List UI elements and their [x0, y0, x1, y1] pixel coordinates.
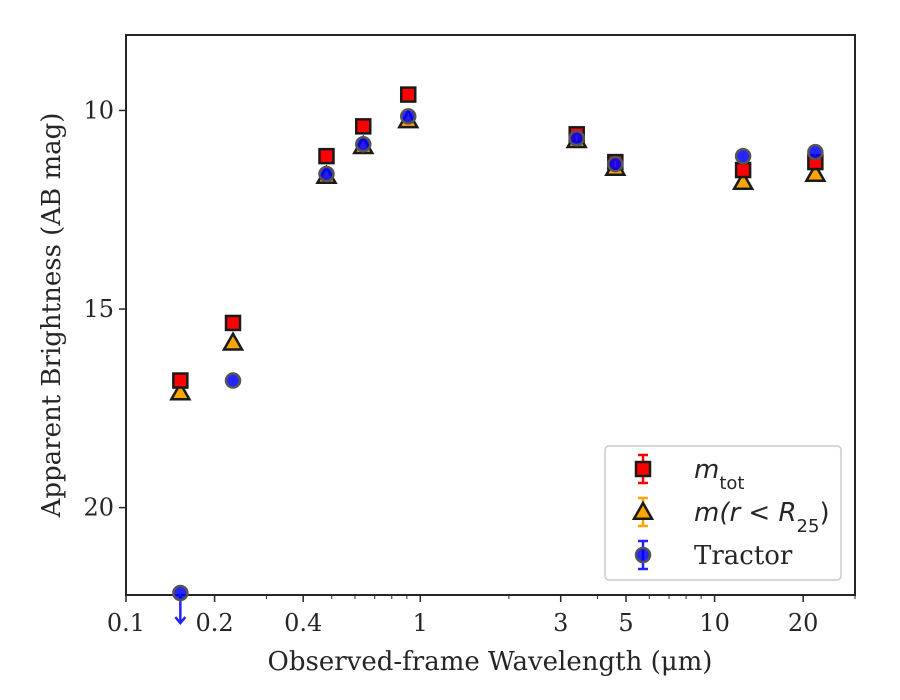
legend-marker-triangle — [631, 500, 655, 520]
x-tick-label: 20 — [788, 609, 819, 637]
legend-box — [604, 445, 842, 581]
x-tick-label: 3 — [553, 609, 568, 637]
y-tick-label: 15 — [83, 295, 114, 323]
legend-label: Tractor — [694, 541, 793, 571]
x-tick-label: 0.4 — [284, 609, 322, 637]
y-axis-label: Apparent Brightness (AB mag) — [37, 113, 67, 519]
y-axis-ticks: 10 15 20 — [83, 96, 126, 522]
legend-label-subscript: tot — [719, 473, 744, 494]
legend-label-base: m(r < R — [694, 498, 797, 528]
y-tick-label: 10 — [83, 96, 114, 124]
x-tick-label: 0.2 — [196, 609, 234, 637]
x-tick-label: 0.1 — [107, 609, 145, 637]
legend-label: m(r < R25) — [694, 498, 830, 537]
legend: mtot m(r < R25) Tractor — [604, 445, 842, 581]
x-tick-label: 1 — [413, 609, 428, 637]
y-tick-label: 20 — [83, 494, 114, 522]
legend-label-subscript: 25 — [797, 516, 820, 537]
series-circle — [172, 108, 824, 625]
legend-items: mtot m(r < R25) Tractor — [631, 453, 830, 571]
x-tick-label: 5 — [618, 609, 633, 637]
legend-label-base: m — [694, 455, 719, 485]
x-axis-label: Observed-frame Wavelength (μm) — [268, 647, 713, 677]
x-tick-label: 10 — [699, 609, 730, 637]
data-series — [169, 86, 827, 625]
x-axis-ticks: 0.1 0.2 0.4 1 3 5 10 20 — [107, 595, 856, 637]
plot-area-frame — [125, 34, 856, 596]
legend-label: mtot — [694, 455, 744, 494]
legend-label-base: Tractor — [694, 541, 793, 571]
upper-limit-arrow-head — [174, 616, 187, 625]
legend-marker-square — [634, 460, 652, 478]
legend-label-suffix: ) — [819, 498, 829, 528]
legend-marker-circle — [634, 546, 652, 564]
